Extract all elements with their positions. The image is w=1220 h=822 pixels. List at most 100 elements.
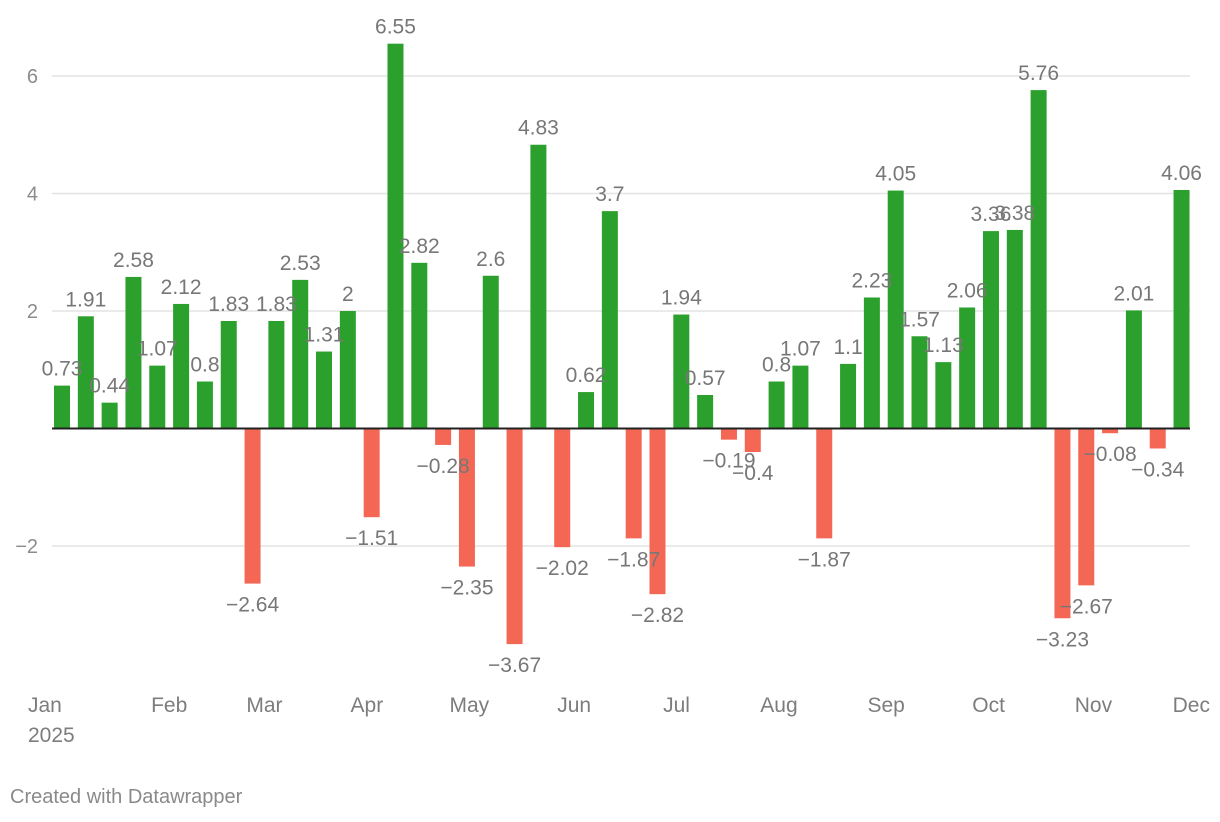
bar bbox=[411, 262, 428, 429]
data-label: −1.87 bbox=[607, 548, 660, 571]
bar bbox=[458, 428, 475, 567]
bar bbox=[1030, 90, 1047, 429]
data-label: 2.58 bbox=[113, 249, 154, 272]
data-label: −0.34 bbox=[1131, 458, 1184, 481]
bar bbox=[840, 363, 857, 429]
bar bbox=[911, 336, 928, 429]
x-axis: Jan 2025 Feb Mar Apr May Jun Jul Aug Sep Oct Nov Dec bbox=[28, 694, 1210, 747]
data-label: 1.83 bbox=[208, 293, 249, 316]
data-label: 1.83 bbox=[256, 293, 297, 316]
y-tick-label: 6 bbox=[27, 66, 38, 88]
data-label: 1.1 bbox=[833, 336, 862, 359]
bar bbox=[673, 314, 690, 429]
bar bbox=[1173, 189, 1190, 429]
data-label: 1.31 bbox=[304, 324, 345, 347]
data-label: 2.23 bbox=[851, 269, 892, 292]
datawrapper-credit: Created with Datawrapper bbox=[10, 786, 243, 808]
bar bbox=[530, 144, 547, 429]
data-label: 0.8 bbox=[190, 354, 219, 377]
data-label: 4.83 bbox=[518, 117, 559, 140]
bar bbox=[1102, 428, 1119, 434]
bar bbox=[506, 428, 523, 645]
data-label: −0.4 bbox=[732, 462, 774, 485]
data-label: 3.38 bbox=[994, 202, 1035, 225]
bar bbox=[935, 362, 952, 429]
data-label: 2.6 bbox=[476, 248, 505, 271]
data-label: 1.94 bbox=[661, 287, 702, 310]
bar bbox=[173, 303, 190, 429]
bar bbox=[482, 275, 499, 429]
bar bbox=[268, 320, 285, 429]
bars bbox=[54, 43, 1190, 645]
data-label: −2.64 bbox=[226, 594, 279, 617]
data-label: 1.13 bbox=[923, 334, 964, 357]
bar bbox=[601, 211, 618, 429]
bar bbox=[625, 428, 642, 539]
bar bbox=[863, 297, 880, 429]
data-label: 1.07 bbox=[137, 338, 178, 361]
x-tick-label: Jul bbox=[663, 694, 690, 717]
bar bbox=[887, 190, 904, 429]
data-label: 2.82 bbox=[399, 235, 440, 258]
data-label: 2.53 bbox=[280, 252, 321, 275]
data-label: 0.73 bbox=[42, 358, 83, 381]
data-label: −0.28 bbox=[417, 455, 470, 478]
bar bbox=[697, 395, 714, 429]
x-tick-label: Mar bbox=[246, 694, 282, 717]
bar bbox=[649, 428, 666, 595]
data-label: 0.8 bbox=[762, 354, 791, 377]
data-label: 4.06 bbox=[1161, 162, 1202, 185]
bar bbox=[77, 316, 94, 429]
bar bbox=[1078, 428, 1095, 586]
data-label: −2.35 bbox=[440, 577, 493, 600]
value-labels: 0.73 1.91 0.44 2.58 1.07 2.12 0.8 1.83 −2.64 1.83… bbox=[42, 16, 1202, 677]
x-tick-label: Jan bbox=[28, 694, 62, 717]
bar bbox=[578, 392, 595, 429]
x-tick-label: May bbox=[449, 694, 489, 717]
data-label: 6.55 bbox=[375, 16, 416, 39]
data-label: −2.67 bbox=[1060, 595, 1113, 618]
bar bbox=[387, 43, 404, 429]
bar bbox=[292, 279, 309, 429]
bar bbox=[720, 428, 737, 440]
x-tick-label: Sep bbox=[867, 694, 904, 717]
data-label: 2.12 bbox=[161, 276, 202, 299]
data-label: 3.7 bbox=[595, 183, 624, 206]
y-tick-label: 2 bbox=[27, 301, 38, 323]
x-tick-label: Jun bbox=[557, 694, 591, 717]
y-axis: 6 4 2 −2 bbox=[15, 66, 38, 558]
bar bbox=[339, 311, 356, 429]
bar bbox=[792, 365, 809, 429]
data-label: 2.01 bbox=[1113, 282, 1154, 305]
bar bbox=[744, 428, 761, 452]
bar bbox=[554, 428, 571, 548]
bar bbox=[1149, 428, 1166, 449]
x-tick-label: Feb bbox=[151, 694, 187, 717]
data-label: 1.07 bbox=[780, 338, 821, 361]
data-label: 1.57 bbox=[899, 308, 940, 331]
x-tick-label: Apr bbox=[351, 694, 384, 717]
y-tick-label: −2 bbox=[15, 536, 38, 558]
y-tick-label: 4 bbox=[27, 184, 38, 206]
bar bbox=[244, 428, 261, 584]
bar bbox=[125, 276, 142, 429]
data-label: −3.67 bbox=[488, 654, 541, 677]
data-label: −2.82 bbox=[631, 604, 684, 627]
data-label: 0.62 bbox=[566, 364, 607, 387]
bar bbox=[54, 385, 70, 429]
bar bbox=[1054, 428, 1071, 619]
x-tick-label: Oct bbox=[972, 694, 1005, 717]
data-label: 4.05 bbox=[875, 163, 916, 186]
x-tick-label: Dec bbox=[1173, 694, 1210, 717]
bar bbox=[316, 351, 333, 429]
data-label: 0.44 bbox=[89, 375, 130, 398]
bar bbox=[959, 307, 976, 429]
bar bbox=[768, 381, 785, 429]
bar bbox=[435, 428, 452, 445]
data-label: −1.51 bbox=[345, 527, 398, 550]
data-label: 2 bbox=[342, 283, 354, 306]
gridlines bbox=[52, 75, 1190, 547]
bar bbox=[1006, 229, 1023, 429]
bar bbox=[196, 381, 213, 429]
